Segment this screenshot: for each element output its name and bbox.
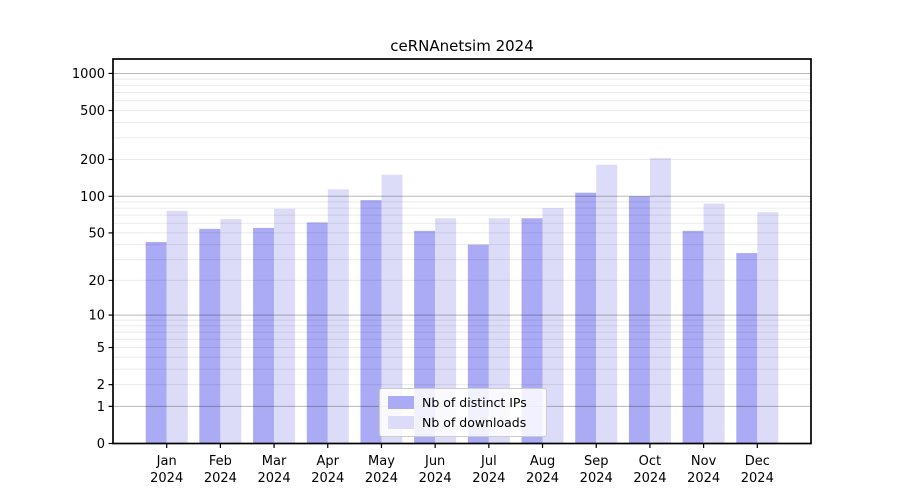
bar-downloads-jan (166, 210, 188, 444)
bar-distinct-ips-aug (521, 218, 543, 444)
x-tick-label-month: Feb (209, 454, 232, 469)
y-tick-label: 10 (88, 309, 105, 324)
x-tick-label-year: 2024 (258, 471, 291, 486)
x-tick-label-year: 2024 (365, 471, 398, 486)
bar-downloads-jun (435, 218, 457, 444)
bar-downloads-oct (649, 158, 671, 444)
x-tick-label-month: Jun (424, 454, 445, 469)
y-tick-label: 0 (97, 437, 105, 452)
y-tick-label: 100 (80, 190, 105, 205)
bar-downloads-nov (703, 203, 725, 444)
bar-distinct-ips-dec (736, 253, 758, 444)
x-tick-label-month: Nov (691, 454, 717, 469)
bar-downloads-may (381, 174, 403, 444)
y-tick-label: 1 (97, 400, 105, 415)
y-tick-label: 500 (80, 104, 105, 119)
legend-item-downloads: Nb of downloads (388, 415, 536, 430)
bar-distinct-ips-oct (628, 196, 650, 444)
plot-frame (112, 58, 812, 445)
x-tick-label-month: Jan (156, 454, 177, 469)
x-tick-label-month: May (368, 454, 395, 469)
x-tick-label-month: Oct (639, 454, 661, 469)
bar-downloads-dec (757, 212, 779, 444)
bar-distinct-ips-sep (575, 192, 597, 444)
bar-downloads-apr (327, 189, 349, 444)
x-tick-label-year: 2024 (150, 471, 183, 486)
bar-distinct-ips-may (360, 200, 382, 444)
legend-item-distinct-ips: Nb of distinct IPs (388, 395, 536, 410)
x-tick-label-year: 2024 (311, 471, 344, 486)
x-tick-label-year: 2024 (633, 471, 666, 486)
bar-downloads-aug (542, 208, 564, 444)
y-tick-label: 200 (80, 153, 105, 168)
x-tick-label-year: 2024 (580, 471, 613, 486)
bar-distinct-ips-nov (682, 230, 704, 444)
x-tick-label-year: 2024 (472, 471, 505, 486)
x-tick-label-year: 2024 (419, 471, 452, 486)
x-tick-label-year: 2024 (526, 471, 559, 486)
y-tick-label: 2 (97, 378, 105, 393)
legend-label-downloads: Nb of downloads (422, 415, 527, 430)
bar-distinct-ips-mar (253, 227, 275, 444)
legend: Nb of distinct IPs Nb of downloads (379, 388, 547, 437)
legend-swatch-distinct-ips (388, 396, 414, 409)
x-tick-label-month: Jul (480, 454, 497, 469)
chart-title: ceRNAnetsim 2024 (390, 37, 534, 55)
y-tick-label: 1000 (72, 67, 105, 82)
y-tick-label: 20 (88, 274, 105, 289)
x-tick-label-year: 2024 (204, 471, 237, 486)
bar-downloads-sep (596, 164, 618, 444)
y-tick-label: 50 (88, 226, 105, 241)
x-tick-label-month: Dec (745, 454, 770, 469)
legend-label-distinct-ips: Nb of distinct IPs (422, 395, 527, 410)
y-tick-label: 5 (97, 341, 105, 356)
bar-distinct-ips-feb (199, 228, 221, 444)
x-tick-label-year: 2024 (687, 471, 720, 486)
x-tick-label-year: 2024 (741, 471, 774, 486)
x-tick-label-month: Apr (317, 454, 340, 469)
bar-distinct-ips-apr (306, 222, 328, 444)
bar-downloads-jul (488, 218, 510, 444)
bar-downloads-mar (274, 208, 296, 444)
bar-downloads-feb (220, 219, 242, 444)
x-tick-label-month: Mar (262, 454, 287, 469)
x-tick-label-month: Sep (584, 454, 609, 469)
legend-swatch-downloads (388, 416, 414, 429)
bar-distinct-ips-jan (145, 242, 167, 444)
x-tick-label-month: Aug (530, 454, 555, 469)
